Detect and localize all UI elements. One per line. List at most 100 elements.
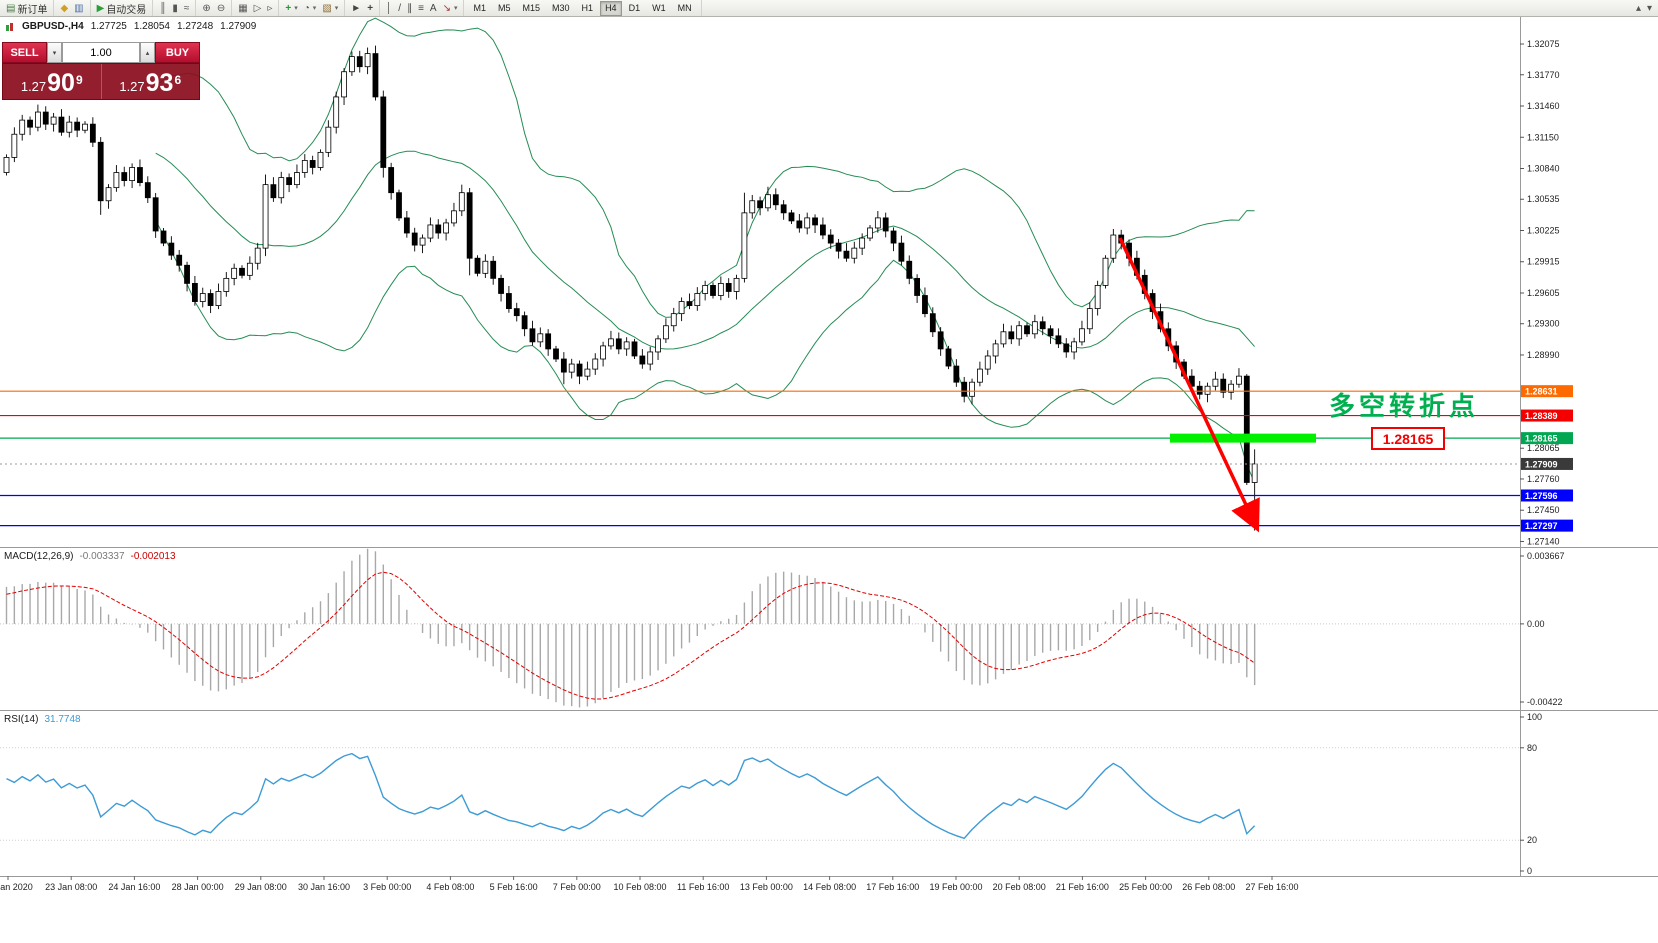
price-tick-label: 1.28065 <box>1527 443 1560 453</box>
alerts-button[interactable]: ◆ <box>57 1 71 16</box>
candle <box>859 233 866 256</box>
candle <box>144 176 151 203</box>
tile-windows-button[interactable]: ▦ <box>235 1 250 16</box>
candle <box>835 238 842 259</box>
timeframe-button-m15[interactable]: M15 <box>522 2 541 13</box>
price-axis[interactable]: 1.32075 1.31770 1.31460 1.31150 1.30840 1.305… <box>1520 39 1573 876</box>
auto-scroll-icon: ▹ <box>267 2 273 14</box>
candlesticks <box>3 45 1258 531</box>
channel-button[interactable]: ∥ <box>404 1 415 16</box>
templates-button[interactable]: ▧ ▾ <box>319 1 341 16</box>
time-tick-label: 11 Feb 16:00 <box>677 882 729 892</box>
candle <box>655 335 661 360</box>
periods-button[interactable]: ◔ ▾ <box>301 1 320 16</box>
price-tick-label: 1.29300 <box>1527 319 1560 329</box>
candle <box>58 109 65 136</box>
time-tick-label: 30 Jan 16:00 <box>298 882 350 892</box>
candle <box>301 154 308 178</box>
price-tick-label: 1.27140 <box>1527 536 1560 546</box>
time-axis[interactable]: 22 Jan 2020 23 Jan 08:00 24 Jan 16:00 28 Ja… <box>0 876 1299 892</box>
fibonacci-button[interactable]: ≡ <box>415 1 427 16</box>
price-tick-label: 1.29605 <box>1527 288 1560 298</box>
chart-canvas[interactable]: 1.32075 1.31770 1.31460 1.31150 1.30840 1.305… <box>0 17 1658 943</box>
rsi-line <box>6 752 1256 840</box>
trendline-icon: / <box>398 2 402 14</box>
indicators-button[interactable]: + ▾ <box>282 1 300 16</box>
macd-value: -0.003337 <box>79 551 125 562</box>
timeframe-button-w1[interactable]: W1 <box>652 2 666 13</box>
line-chart-button[interactable]: ≈ <box>181 1 193 16</box>
crosshair-button[interactable]: + <box>364 1 376 16</box>
arrows-button[interactable]: ↘ ▾ <box>440 1 461 16</box>
candle <box>906 255 913 285</box>
candle-chart-button[interactable]: ▮ <box>169 1 181 16</box>
candle <box>278 171 285 204</box>
chart-shift-button[interactable]: ▷ <box>251 1 265 16</box>
time-tick-label: 20 Feb 08:00 <box>993 882 1046 892</box>
timeframe-button-m1[interactable]: M1 <box>473 2 486 13</box>
macd-pane[interactable] <box>0 548 1520 708</box>
candle <box>466 188 473 276</box>
candle <box>914 274 920 303</box>
text-button[interactable]: A <box>427 1 440 16</box>
candle <box>929 307 936 338</box>
crosshair-icon: + <box>367 2 374 14</box>
market-watch-button[interactable]: ▥ <box>71 1 86 16</box>
timeframe-button-m5[interactable]: M5 <box>498 2 511 13</box>
timeframe-button-d1[interactable]: D1 <box>628 2 641 13</box>
vertical-line-button[interactable]: │ <box>383 1 395 16</box>
cursor-button[interactable]: ► <box>348 1 364 16</box>
zoom-in-icon: ⊕ <box>202 2 211 14</box>
price-tick-label: 1.28990 <box>1527 350 1560 360</box>
price-pane[interactable] <box>0 17 1520 533</box>
toolbar-group: ▦ ▷ ▹ <box>232 0 280 16</box>
chart-tab-icon <box>6 22 13 31</box>
candle <box>623 337 630 356</box>
candle <box>553 345 559 363</box>
autotrade-button[interactable]: ▶ 自动交易 <box>94 1 150 16</box>
toolbar-up-button[interactable]: ▴ <box>1633 1 1644 16</box>
horizontal-lines[interactable] <box>0 390 1520 527</box>
main-toolbar: ▤ 新订单 ◆ ▥ ▶ 自动交易 ║ ▮ ≈ ⊕ ⊖ ▦ ▷ ▹ + ▾ ◔ ▾ ▧ ▾ ► + │ / ∥ ≡ A ↘ ▾ M1 M5 M1… <box>0 0 1658 17</box>
timeframe-button-h1[interactable]: H1 <box>581 2 594 13</box>
candle <box>576 360 583 385</box>
channel-icon: ∥ <box>407 2 413 14</box>
time-tick-label: 28 Jan 00:00 <box>172 882 224 892</box>
bar-chart-button[interactable]: ║ <box>156 1 169 16</box>
chart-window: 1.32075 1.31770 1.31460 1.31150 1.30840 1.305… <box>0 17 1658 943</box>
rsi-pane[interactable] <box>0 747 1520 841</box>
volume-increase-button[interactable]: ▴ <box>140 42 155 63</box>
toolbar-overflow-group: ▴ ▾ <box>1630 0 1658 16</box>
candle <box>1094 280 1101 316</box>
candle <box>592 353 599 375</box>
zoom-out-button[interactable]: ⊖ <box>214 1 228 16</box>
trendline-button[interactable]: / <box>395 1 404 16</box>
bar-chart-icon: ║ <box>159 2 167 14</box>
timeframe-button-m30[interactable]: M30 <box>552 2 570 13</box>
zoom-in-button[interactable]: ⊕ <box>199 1 213 16</box>
new-order-button[interactable]: ▤ 新订单 <box>3 1 50 16</box>
volume-decrease-button[interactable]: ▾ <box>47 42 62 63</box>
candle <box>600 341 606 367</box>
candle <box>843 243 850 262</box>
timeframe-button-h4[interactable]: H4 <box>600 0 622 16</box>
candle <box>191 275 198 306</box>
candle <box>333 91 340 134</box>
support-highlight-bar[interactable] <box>1170 433 1316 443</box>
candle <box>545 329 552 356</box>
rsi-tick-label: 0 <box>1527 866 1532 876</box>
volume-input[interactable]: 1.00 <box>62 42 140 63</box>
toolbar-down-button[interactable]: ▾ <box>1644 1 1655 16</box>
candle <box>74 117 81 138</box>
sell-price-display[interactable]: 1.27 90 9 <box>3 64 101 99</box>
buy-button[interactable]: BUY <box>155 42 200 63</box>
trend-arrow[interactable] <box>1118 237 1260 533</box>
candle <box>1063 338 1070 358</box>
candle <box>231 263 238 286</box>
sell-button[interactable]: SELL <box>2 42 47 63</box>
timeframe-button-mn[interactable]: MN <box>677 2 692 13</box>
buy-price-display[interactable]: 1.27 93 6 <box>100 64 200 99</box>
vertical-line-icon: │ <box>386 2 393 14</box>
candle <box>482 254 489 279</box>
auto-scroll-button[interactable]: ▹ <box>264 1 275 16</box>
